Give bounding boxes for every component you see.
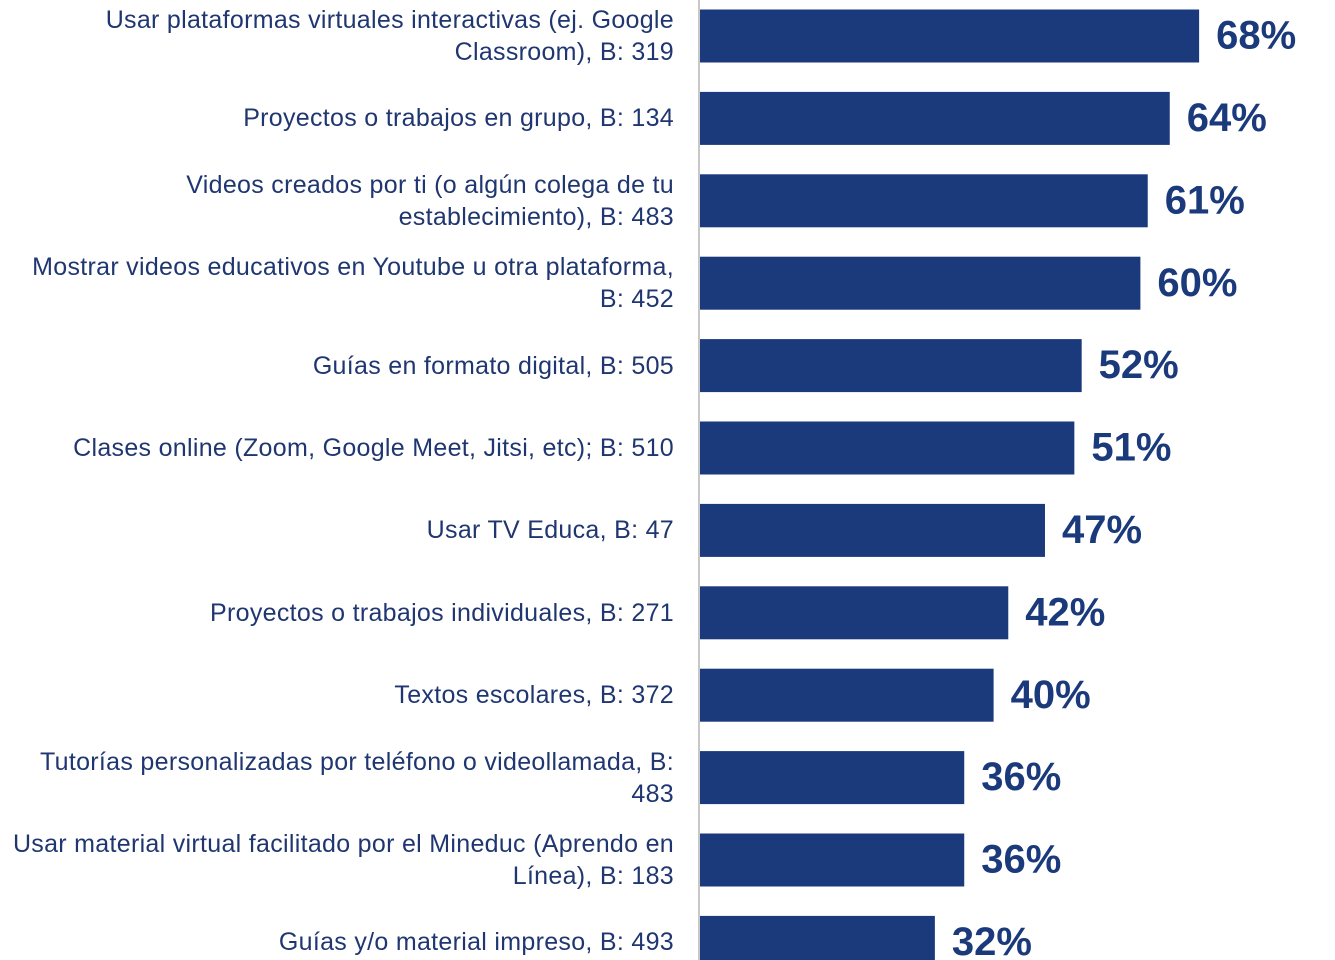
value-label: 64%	[1187, 96, 1267, 140]
category-label: Usar material virtual facilitado por el …	[12, 830, 674, 890]
value-label: 36%	[981, 838, 1061, 882]
value-label: 32%	[952, 920, 1032, 960]
category-label: Textos escolares, B: 372	[394, 681, 674, 710]
bar	[700, 91, 1170, 145]
bar	[700, 174, 1148, 228]
bar	[700, 915, 935, 960]
category-label: Mostrar videos educativos en Youtube u o…	[32, 253, 674, 314]
bar	[700, 586, 1009, 640]
bar	[700, 751, 965, 805]
value-label: 42%	[1025, 590, 1105, 634]
bar	[700, 503, 1045, 557]
value-label: 40%	[1011, 673, 1091, 717]
value-label: 36%	[981, 755, 1061, 799]
value-label: 61%	[1165, 178, 1245, 222]
category-label: Guías en formato digital, B: 505	[312, 351, 674, 380]
category-label: Videos creados por ti (o algún colega de…	[186, 170, 674, 231]
bar	[700, 339, 1082, 393]
category-label: Usar TV Educa, B: 47	[426, 516, 674, 545]
value-label: 47%	[1062, 508, 1142, 552]
bar	[700, 256, 1141, 310]
value-label: 60%	[1157, 261, 1237, 305]
category-label: Proyectos o trabajos en grupo, B: 134	[243, 104, 674, 133]
bar	[700, 9, 1200, 63]
bar	[700, 421, 1075, 475]
category-label: Usar plataformas virtuales interactivas …	[105, 6, 674, 66]
category-label: Clases online (Zoom, Google Meet, Jitsi,…	[73, 434, 674, 462]
value-label: 51%	[1091, 426, 1171, 470]
category-label: Proyectos o trabajos individuales, B: 27…	[210, 598, 674, 627]
category-label: Guías y/o material impreso, B: 493	[278, 928, 674, 957]
value-label: 52%	[1099, 343, 1179, 387]
bar	[700, 833, 965, 887]
category-label: Tutorías personalizadas por teléfono o v…	[40, 747, 674, 808]
value-label: 68%	[1216, 14, 1296, 58]
bar	[700, 668, 994, 722]
